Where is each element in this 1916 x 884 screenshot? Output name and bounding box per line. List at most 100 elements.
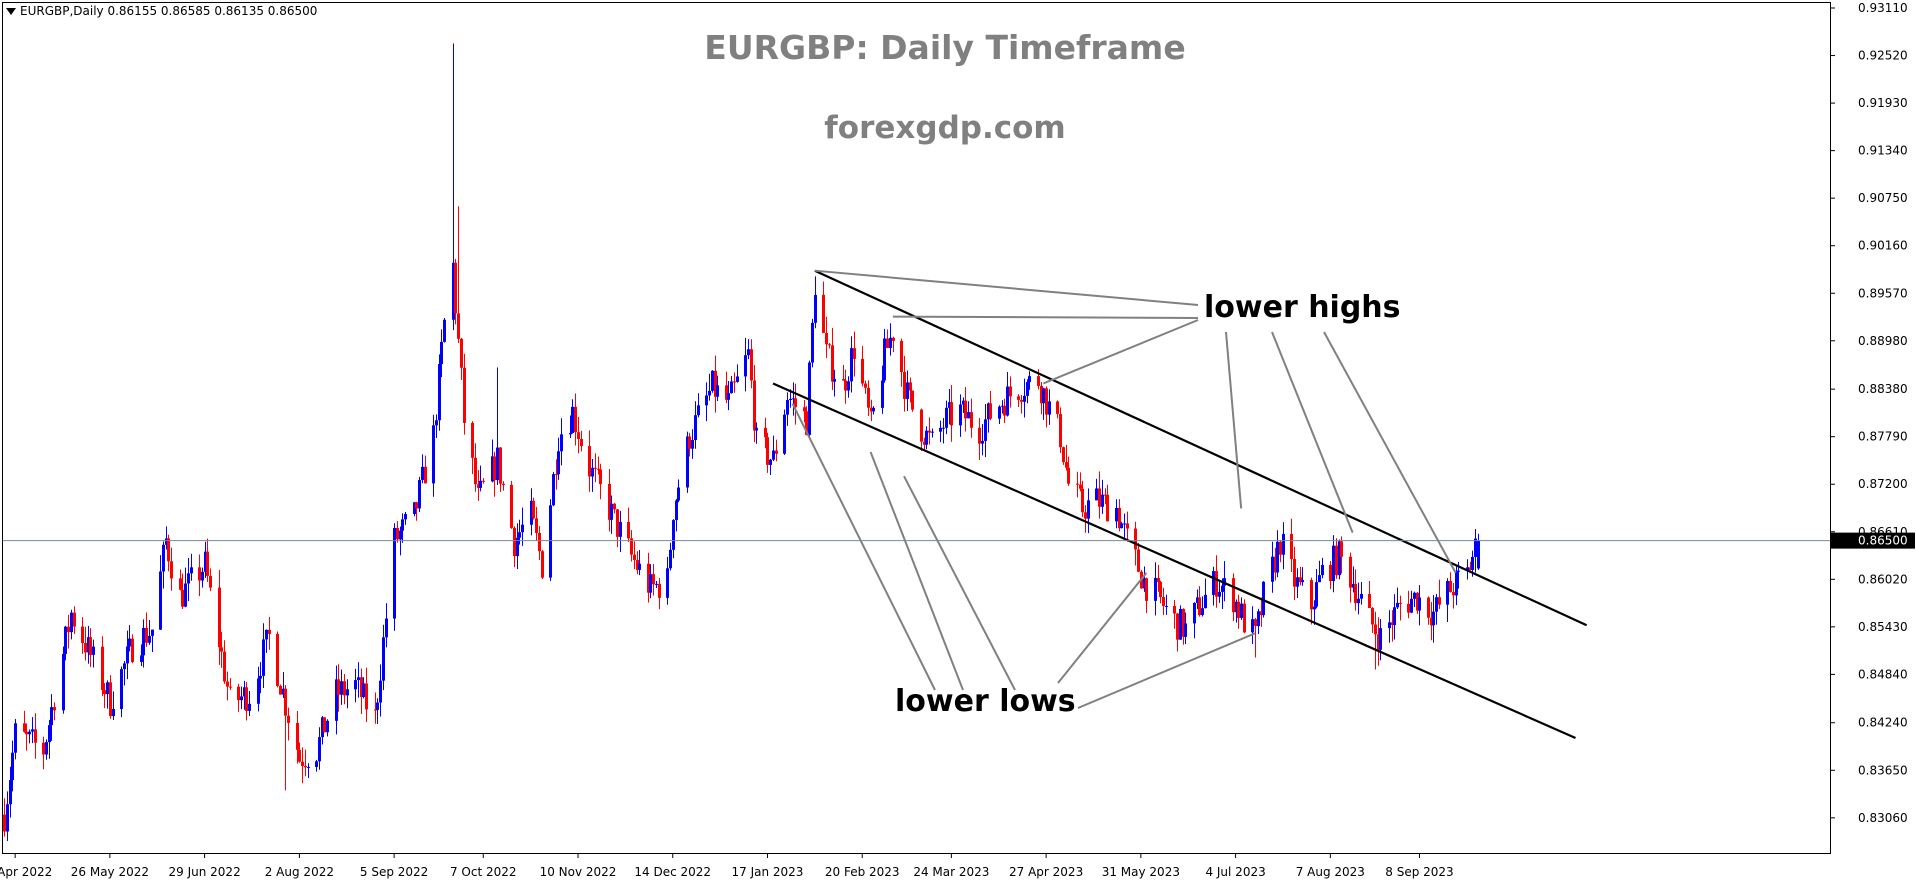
- x-tick-label: 10 Nov 2022: [540, 865, 617, 879]
- x-tick-label: 26 May 2022: [71, 865, 149, 879]
- candle: [928, 417, 931, 445]
- candle: [1028, 371, 1031, 390]
- candle-body: [608, 483, 611, 520]
- candle: [404, 511, 407, 525]
- candle: [1435, 593, 1438, 625]
- candle-body: [365, 683, 368, 710]
- candle: [424, 455, 427, 484]
- candle: [1374, 611, 1377, 670]
- candle: [259, 662, 262, 694]
- candle-body: [1098, 488, 1101, 507]
- x-tick-label: 31 May 2023: [1102, 865, 1180, 879]
- candle-body: [23, 723, 26, 732]
- candle: [101, 636, 104, 697]
- candle-body: [1290, 533, 1293, 559]
- candle: [1410, 590, 1413, 614]
- candle-body: [1301, 580, 1304, 583]
- candle-body: [315, 761, 318, 767]
- candle: [1321, 557, 1324, 579]
- candle-body: [1368, 593, 1371, 609]
- candle: [1279, 540, 1282, 563]
- candle-body: [284, 688, 287, 716]
- candle: [1118, 499, 1121, 532]
- dropdown-triangle-icon[interactable]: [6, 8, 16, 15]
- candle-body: [248, 703, 251, 711]
- candle-body: [786, 400, 789, 415]
- candle-body: [11, 752, 14, 781]
- candle: [1257, 608, 1260, 635]
- candle: [1106, 484, 1109, 522]
- candle-body: [577, 432, 580, 439]
- candle-body: [268, 629, 271, 634]
- candle-body: [1126, 523, 1129, 529]
- candle-body: [1081, 488, 1084, 513]
- candle: [382, 624, 385, 691]
- candle-body: [435, 420, 438, 426]
- candle-body: [1179, 608, 1182, 640]
- candle-body: [535, 518, 538, 533]
- candle-body: [513, 527, 516, 557]
- candle: [597, 456, 600, 475]
- candle: [1182, 608, 1185, 645]
- candle: [906, 370, 909, 412]
- lower-high-leader-line: [1323, 331, 1457, 574]
- candle: [867, 380, 870, 416]
- candle-body: [493, 456, 496, 481]
- candle-body: [521, 524, 524, 533]
- candle-body: [496, 447, 499, 481]
- candle-body: [1157, 577, 1160, 582]
- candle-body: [84, 642, 87, 653]
- candle-body: [872, 407, 875, 412]
- plot-frame: [2, 2, 1831, 854]
- candle: [421, 454, 424, 484]
- candle: [346, 679, 349, 709]
- y-tick-label: 0.90160: [1858, 239, 1908, 253]
- candle: [62, 646, 65, 714]
- candle: [532, 497, 535, 520]
- candle: [1388, 610, 1391, 643]
- candle-body: [471, 422, 474, 458]
- candle: [287, 707, 290, 741]
- candle-body: [1469, 567, 1472, 570]
- candle-body: [48, 725, 51, 743]
- candle: [861, 346, 864, 387]
- candle: [803, 400, 806, 423]
- candle-body: [892, 337, 895, 341]
- candle-body: [755, 427, 758, 431]
- candle-body: [1349, 556, 1352, 588]
- candle: [571, 399, 574, 434]
- candle-body: [343, 681, 346, 696]
- candle: [220, 631, 223, 668]
- candle-body: [1020, 399, 1023, 402]
- candle-body: [675, 500, 678, 521]
- candle-body: [326, 720, 329, 733]
- candle: [1204, 578, 1207, 609]
- candle-body: [1204, 594, 1207, 609]
- candle: [1165, 594, 1168, 615]
- candle-body: [179, 578, 182, 590]
- candle: [148, 619, 151, 645]
- candle-body: [1435, 597, 1438, 612]
- candle-body: [1471, 556, 1474, 570]
- candle-body: [28, 731, 31, 735]
- candle: [109, 675, 112, 719]
- candle: [1065, 444, 1068, 471]
- candle: [727, 380, 730, 411]
- candle: [457, 206, 460, 344]
- candle: [440, 329, 443, 378]
- candle-body: [34, 729, 37, 743]
- candle: [925, 426, 928, 450]
- candle-body: [939, 427, 942, 432]
- candle: [9, 766, 12, 818]
- candle: [415, 501, 418, 521]
- candle: [1377, 617, 1380, 666]
- candle: [892, 336, 895, 353]
- candle-body: [443, 319, 446, 342]
- candle-body: [928, 430, 931, 433]
- candle: [535, 506, 538, 541]
- candle-body: [920, 409, 923, 442]
- candle-body: [672, 520, 675, 550]
- candle-body: [424, 466, 427, 484]
- x-tick-label: 14 Dec 2022: [634, 865, 711, 879]
